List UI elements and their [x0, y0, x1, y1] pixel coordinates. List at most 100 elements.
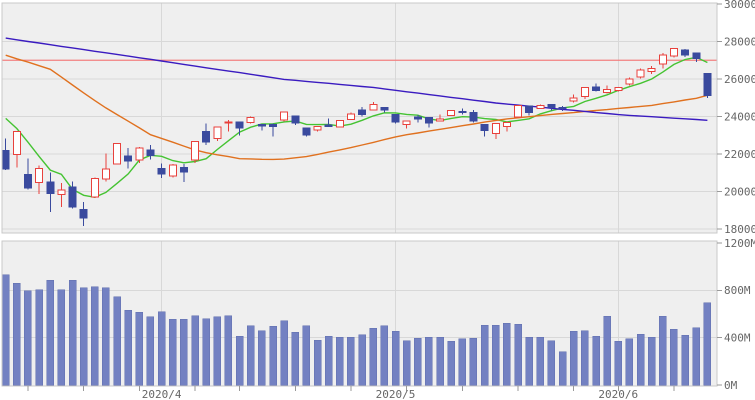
price-tick-label: 28000: [724, 35, 755, 48]
volume-bar: [380, 325, 389, 386]
volume-bar: [57, 289, 66, 386]
volume-bar: [347, 336, 355, 386]
volume-bar: [35, 289, 43, 386]
ma-short-green-line: [5, 56, 708, 199]
candle-up: [625, 78, 634, 85]
candle-down: [413, 116, 422, 120]
candle-up: [514, 104, 523, 118]
candle-up: [369, 104, 378, 111]
candle-up: [491, 122, 500, 134]
volume-panel-frame: [1, 240, 718, 387]
volume-bar: [525, 336, 533, 386]
candle-up: [101, 168, 110, 180]
candle-down: [703, 72, 712, 96]
candle-up: [135, 147, 144, 161]
volume-bar: [68, 280, 77, 386]
volume-bar: [269, 326, 277, 386]
price-panel-border: [1, 2, 718, 234]
candle-up: [280, 111, 289, 121]
candle-down: [547, 104, 556, 109]
candle-down: [380, 107, 389, 111]
volume-bar: [547, 340, 556, 386]
volume-bar: [280, 320, 288, 386]
candle-up: [580, 86, 589, 97]
candle-down: [235, 121, 244, 129]
volume-bar: [246, 325, 255, 386]
moving-average-lines: [5, 37, 708, 199]
volume-bars: [1, 274, 712, 386]
candle-down: [480, 123, 489, 132]
volume-bar: [625, 338, 634, 386]
candle-up: [224, 121, 233, 124]
candle-up: [536, 105, 545, 110]
volume-bar: [692, 327, 701, 386]
price-tick-label: 30000: [724, 0, 755, 11]
volume-bar: [402, 340, 411, 386]
volume-bar: [135, 311, 144, 386]
price-plot-area: [2, 3, 717, 233]
price-panel: [2, 3, 717, 233]
volume-bar: [313, 339, 322, 386]
candle-up: [35, 167, 44, 183]
volume-bar: [514, 323, 522, 386]
volume-bar: [302, 325, 311, 386]
candle-down: [23, 173, 32, 189]
volume-bar: [235, 336, 244, 386]
volume-panel-border: [1, 240, 718, 387]
time-axis: 2020/4 2020/5 2020/6: [27, 386, 675, 400]
candle-up: [402, 120, 411, 125]
candle-down: [202, 131, 211, 143]
candle-down: [358, 109, 367, 116]
candle-down: [124, 155, 133, 162]
volume-bar: [503, 323, 511, 386]
candle-down: [302, 127, 311, 136]
volume-bar: [24, 290, 32, 386]
candle-down: [525, 105, 534, 114]
ma-long-purple-line: [5, 37, 708, 121]
volume-bar: [1, 274, 10, 386]
candle-down: [68, 186, 77, 208]
candle-up: [636, 69, 645, 78]
candle-up: [246, 116, 255, 123]
candle-down: [592, 86, 601, 91]
candle-up: [335, 120, 344, 128]
volume-bar: [681, 335, 689, 386]
price-panel-frame: [1, 2, 718, 234]
candle-down: [291, 115, 300, 124]
volume-bar: [569, 330, 578, 386]
price-tick-label: 20000: [724, 185, 755, 198]
volume-bar: [169, 319, 177, 386]
volume-bar: [180, 319, 188, 386]
volume-bar: [492, 324, 500, 386]
volume-bar: [191, 315, 199, 386]
candle-up: [168, 164, 177, 177]
candle-down: [157, 167, 166, 175]
candle-down: [46, 181, 55, 194]
volume-bar: [469, 338, 478, 386]
volume-bar: [581, 330, 589, 386]
volume-bar: [91, 286, 99, 386]
volume-bar: [146, 316, 155, 386]
volume-bar: [13, 282, 21, 386]
volume-bar: [603, 316, 611, 386]
volume-axis-labels: 1200M 800M 400M 0M: [717, 237, 755, 392]
volume-bar: [703, 302, 712, 386]
volume-bar: [480, 324, 489, 386]
candle-up: [569, 97, 578, 102]
candle-down: [324, 124, 333, 127]
volume-bar: [636, 333, 645, 386]
candle-up: [658, 54, 667, 65]
volume-bar: [224, 315, 233, 386]
candle-up: [113, 143, 122, 165]
price-tick-label: 18000: [724, 223, 755, 236]
volume-tick-label: 400M: [724, 331, 751, 344]
candle-down: [146, 149, 155, 156]
volume-bar: [414, 338, 422, 386]
volume-bar: [458, 338, 467, 386]
price-tick-label: 26000: [724, 73, 755, 86]
candle-down: [179, 166, 188, 173]
candle-down: [79, 209, 88, 219]
volume-bar: [536, 336, 545, 386]
volume-bar: [157, 311, 166, 386]
